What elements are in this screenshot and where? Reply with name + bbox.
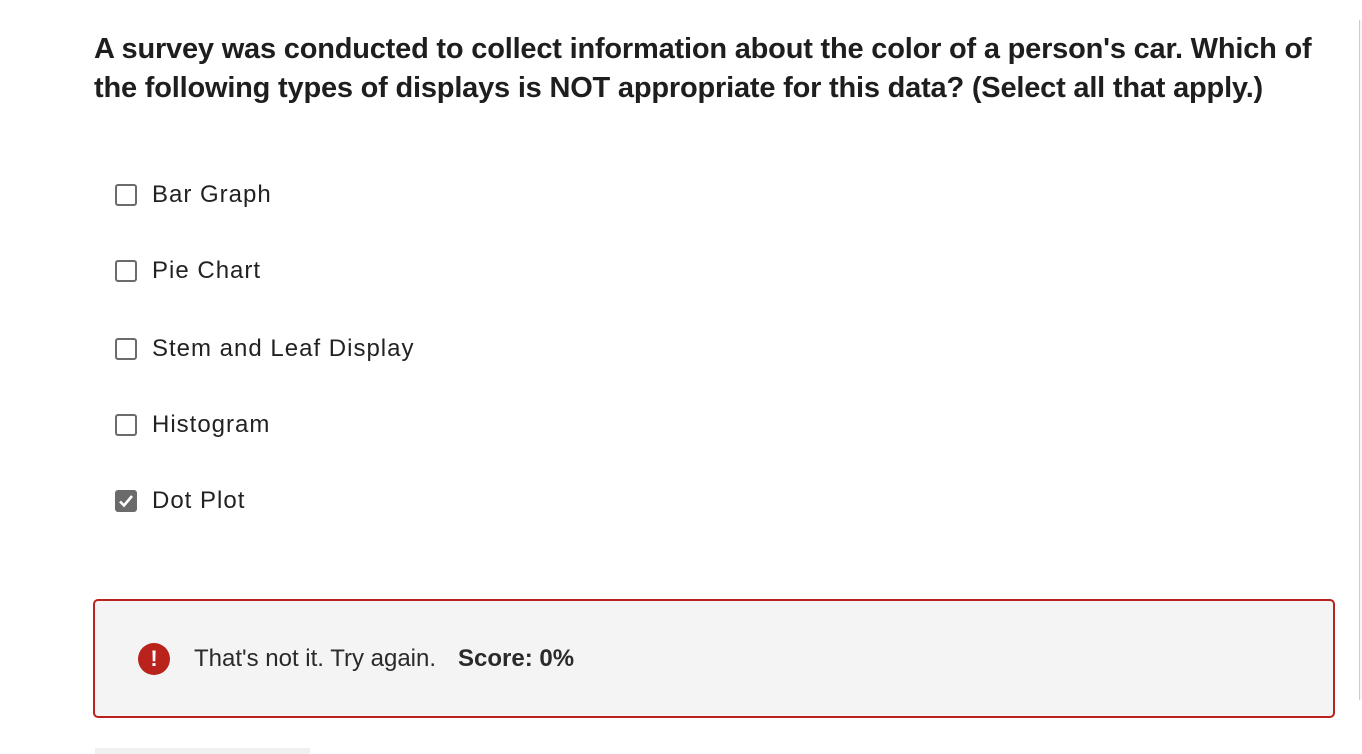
checkbox[interactable] [115, 414, 137, 436]
option-label: Histogram [152, 411, 271, 438]
side-panel-edge [1359, 20, 1362, 700]
checkbox[interactable] [115, 338, 137, 360]
exclamation-circle-icon: ! [138, 642, 170, 675]
option-dot-plot[interactable]: Dot Plot [115, 487, 245, 515]
feedback-box: ! That's not it. Try again. Score: 0% [93, 599, 1335, 718]
checkbox[interactable] [115, 184, 137, 206]
option-label: Stem and Leaf Display [152, 335, 415, 362]
option-pie-chart[interactable]: Pie Chart [115, 257, 261, 285]
question-text: A survey was conducted to collect inform… [94, 33, 1312, 104]
option-label: Dot Plot [152, 487, 246, 514]
option-label: Pie Chart [152, 257, 262, 284]
checkmark-icon [119, 495, 133, 508]
bottom-button-edge [95, 748, 310, 754]
score-text: Score: 0% [458, 644, 575, 672]
option-label: Bar Graph [152, 181, 272, 208]
option-stem-and-leaf-display[interactable]: Stem and Leaf Display [115, 335, 414, 363]
checkbox[interactable] [115, 260, 137, 282]
option-histogram[interactable]: Histogram [115, 411, 270, 439]
feedback-message: That's not it. Try again. [194, 644, 437, 672]
option-bar-graph[interactable]: Bar Graph [115, 181, 272, 209]
checkbox[interactable] [115, 490, 137, 512]
